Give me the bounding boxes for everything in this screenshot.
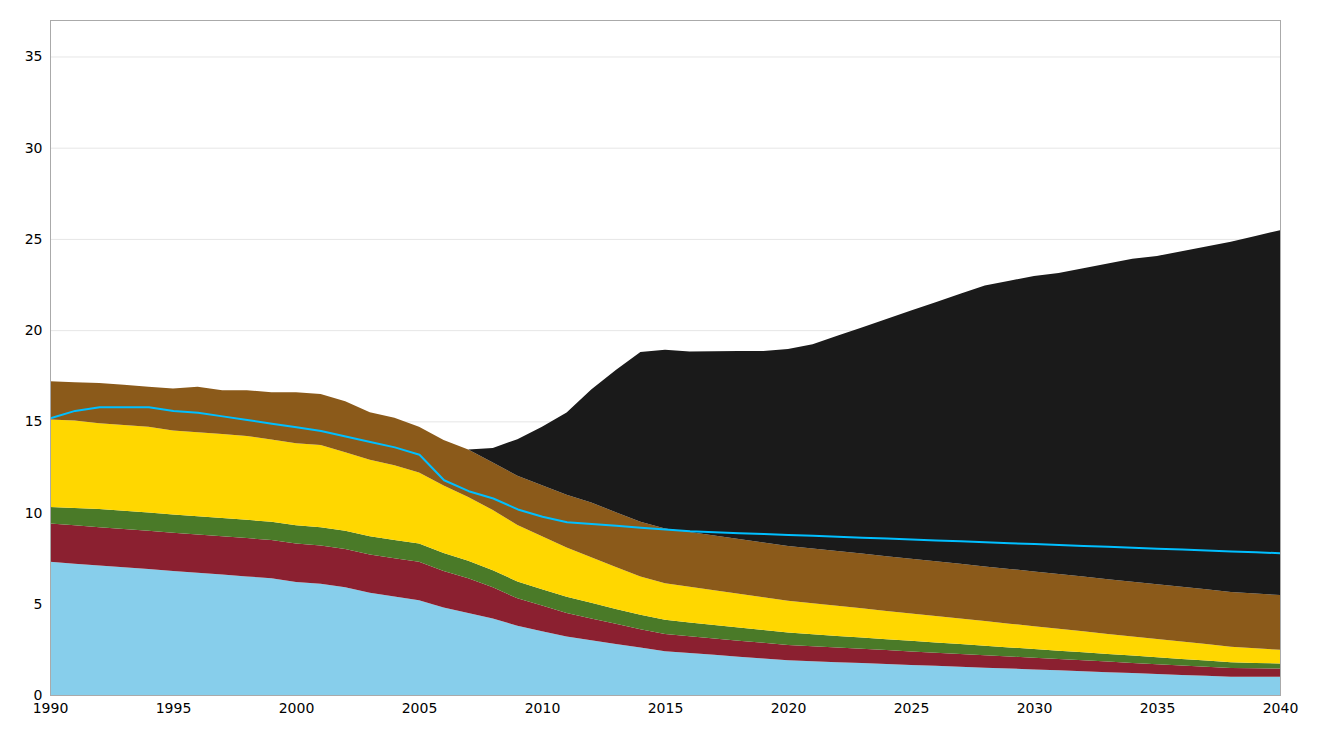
svg-text:2040: 2040 [1263,700,1299,716]
svg-text:2000: 2000 [279,700,315,716]
svg-text:15: 15 [25,413,43,429]
svg-text:35: 35 [25,48,43,64]
svg-text:2035: 2035 [1140,700,1176,716]
svg-text:2025: 2025 [894,700,930,716]
svg-text:2005: 2005 [402,700,438,716]
svg-text:0: 0 [33,687,43,703]
svg-text:25: 25 [25,231,43,247]
svg-text:1990: 1990 [33,700,69,716]
svg-text:20: 20 [25,322,43,338]
svg-text:10: 10 [25,505,43,521]
svg-text:2030: 2030 [1017,700,1053,716]
svg-text:2020: 2020 [771,700,807,716]
svg-text:5: 5 [34,596,43,612]
svg-text:2010: 2010 [525,700,561,716]
svg-text:2015: 2015 [648,700,684,716]
svg-text:30: 30 [25,140,43,156]
svg-text:1995: 1995 [156,700,192,716]
